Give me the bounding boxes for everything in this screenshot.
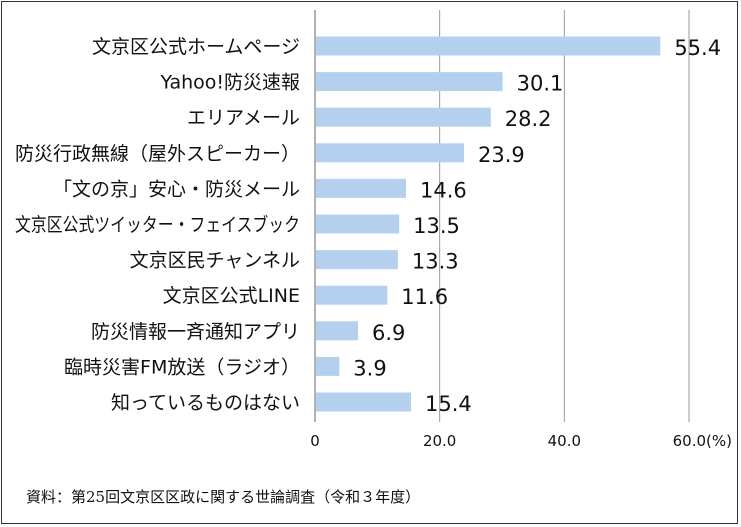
tick-label: 20.0	[423, 432, 456, 450]
category-label: 防災情報一斉通知アプリ	[91, 321, 300, 343]
category-label: 文京区民チャンネル	[130, 250, 300, 272]
bar	[316, 178, 407, 198]
value-label: 15.4	[425, 392, 472, 416]
category-label: 「文の京」安心・防災メール	[53, 178, 300, 200]
tick-label: 60.0(%)	[673, 432, 732, 450]
value-label: 3.9	[353, 356, 386, 380]
value-label: 6.9	[372, 321, 405, 345]
bar	[316, 214, 400, 234]
value-label: 11.6	[401, 285, 448, 309]
bar	[316, 107, 491, 127]
bar	[316, 392, 411, 412]
bar	[316, 250, 398, 270]
bar	[316, 36, 661, 56]
value-label: 13.3	[412, 250, 459, 274]
category-label: 文京区公式LINE	[163, 285, 300, 307]
value-label: 13.5	[413, 214, 460, 238]
bar	[316, 321, 359, 341]
bar	[316, 285, 388, 305]
source-note: 資料：第25回文京区区政に関する世論調査（令和３年度）	[26, 488, 421, 506]
bar	[316, 356, 340, 376]
tick-label: 0	[310, 432, 320, 450]
value-label: 23.9	[478, 143, 525, 167]
value-label: 14.6	[420, 178, 467, 202]
bar	[316, 143, 464, 163]
category-label: 文京区公式ツイッター・フェイスブック	[15, 213, 300, 236]
category-label: 臨時災害FM放送（ラジオ）	[64, 356, 300, 378]
category-label: 文京区公式ホームページ	[92, 36, 300, 58]
value-label: 55.4	[674, 36, 721, 60]
value-label: 28.2	[505, 107, 552, 131]
category-label: 防災行政無線（屋外スピーカー）	[15, 143, 300, 165]
category-label: エリアメール	[187, 107, 300, 129]
value-label: 30.1	[517, 72, 564, 96]
bar	[316, 72, 503, 92]
tick-label: 40.0	[548, 432, 581, 450]
category-label: Yahoo!防災速報	[159, 72, 300, 94]
category-label: 知っているものはない	[111, 392, 300, 414]
